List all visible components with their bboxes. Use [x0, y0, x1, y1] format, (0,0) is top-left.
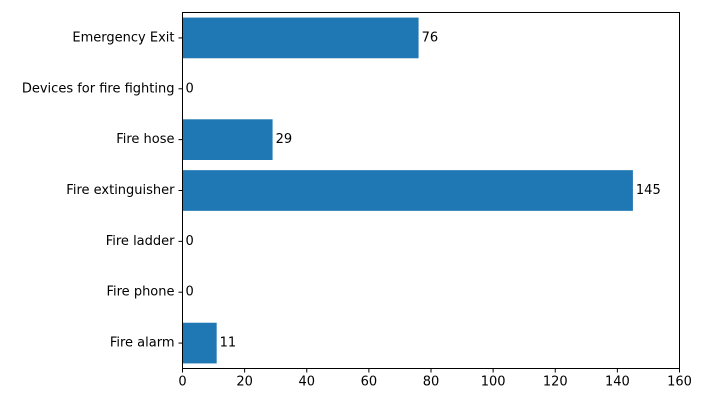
data-label-emergency-exit: 76 [422, 30, 439, 45]
bar-fire-extinguisher [182, 170, 633, 211]
bar-emergency-exit [182, 17, 419, 59]
y-axis-ticks: Emergency Exit Devices for fire fighting F… [22, 30, 183, 351]
x-tick-label-0: 0 [178, 375, 186, 390]
y-tick-label-fire-hose: Fire hose [116, 132, 174, 147]
y-tick-label-fire-phone: Fire phone [106, 285, 174, 300]
data-label-fire-ladder: 0 [186, 234, 194, 249]
y-tick-label-fire-alarm: Fire alarm [110, 336, 175, 351]
y-tick-label-devices-for-fire-fighting: Devices for fire fighting [22, 81, 175, 96]
data-label-fire-phone: 0 [186, 285, 194, 300]
bars-group [182, 17, 633, 364]
data-label-fire-extinguisher: 145 [636, 183, 661, 198]
data-label-devices-for-fire-fighting: 0 [186, 81, 194, 96]
data-labels-group: 76 0 29 145 0 0 11 [186, 30, 661, 350]
x-tick-label-20: 20 [236, 375, 253, 390]
x-tick-label-80: 80 [423, 375, 440, 390]
y-tick-label-emergency-exit: Emergency Exit [72, 30, 174, 45]
data-label-fire-alarm: 11 [220, 336, 237, 351]
y-tick-label-fire-ladder: Fire ladder [106, 234, 175, 249]
x-tick-label-160: 160 [667, 375, 692, 390]
plot-frame [182, 12, 680, 369]
x-tick-label-40: 40 [298, 375, 315, 390]
bar-fire-alarm [182, 322, 217, 364]
x-tick-label-100: 100 [481, 375, 506, 390]
y-tick-label-fire-extinguisher: Fire extinguisher [66, 183, 175, 198]
data-label-fire-hose: 29 [276, 132, 293, 147]
x-tick-label-60: 60 [361, 375, 378, 390]
x-axis-ticks: 0 20 40 60 80 100 120 140 160 [178, 368, 692, 390]
x-tick-label-140: 140 [605, 375, 630, 390]
x-tick-label-120: 120 [543, 375, 568, 390]
bar-fire-hose [182, 119, 273, 160]
